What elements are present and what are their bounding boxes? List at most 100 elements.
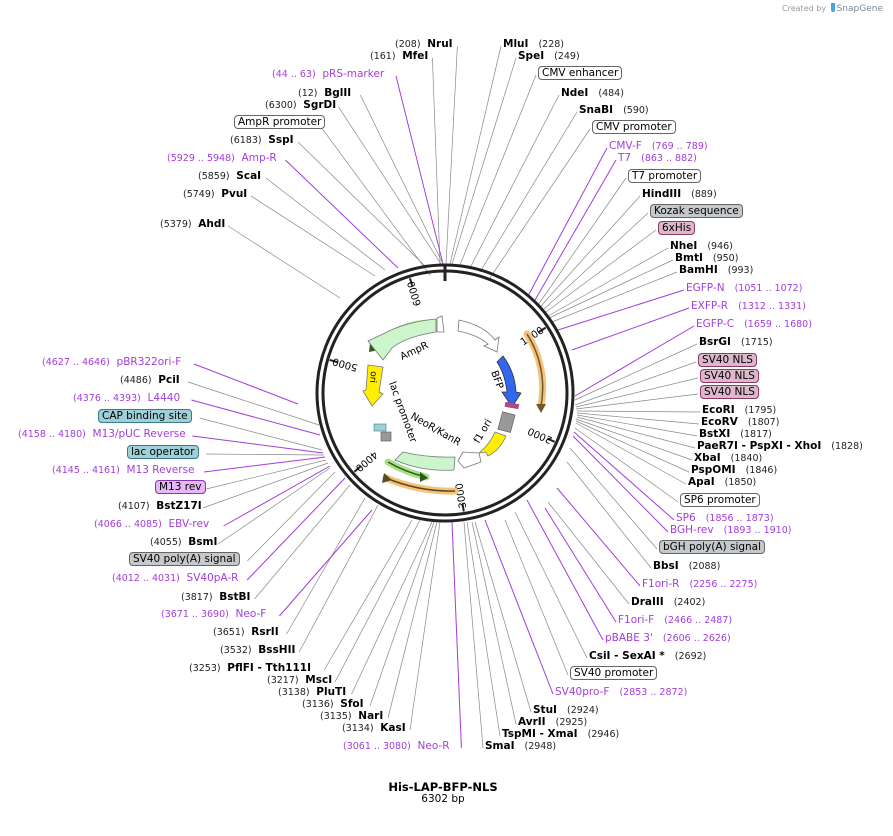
- enzyme-site-label[interactable]: (4107) BstZ17I: [118, 500, 202, 513]
- enzyme-site-label[interactable]: XbaI (1840): [694, 452, 762, 465]
- enzyme-site-label[interactable]: CsiI - SexAI * (2692): [589, 650, 706, 663]
- primer-label[interactable]: BGH-rev (1893 .. 1910): [670, 524, 791, 537]
- primer-label[interactable]: pBABE 3' (2606 .. 2626): [605, 632, 731, 645]
- label-position: (863 .. 882): [641, 153, 697, 164]
- feature-label[interactable]: SP6 promoter: [680, 493, 760, 507]
- primer-label[interactable]: SP6 (1856 .. 1873): [676, 512, 774, 525]
- feature-label[interactable]: SV40 poly(A) signal: [129, 552, 240, 566]
- enzyme-site-label[interactable]: EcoRV (1807): [701, 416, 779, 429]
- label-position: (3136): [302, 699, 334, 710]
- enzyme-site-label[interactable]: (3135) NarI: [320, 710, 383, 723]
- feature-label[interactable]: CAP binding site: [98, 409, 192, 423]
- primer-label[interactable]: CMV-F (769 .. 789): [609, 140, 708, 153]
- feature-label[interactable]: lac operator: [127, 445, 199, 459]
- primer-label[interactable]: EGFP-N (1051 .. 1072): [686, 282, 802, 295]
- label-position: (2853 .. 2872): [619, 687, 688, 698]
- enzyme-site-label[interactable]: DraIII (2402): [631, 596, 705, 609]
- enzyme-site-label[interactable]: BsrGI (1715): [699, 336, 773, 349]
- label-position: (1828): [831, 441, 863, 452]
- feature-label[interactable]: 6xHis: [658, 221, 696, 235]
- label-position: (208): [395, 39, 421, 50]
- primer-label[interactable]: F1ori-F (2466 .. 2487): [618, 614, 732, 627]
- tick-label: 6000: [406, 280, 424, 308]
- enzyme-site-label[interactable]: BmtI (950): [675, 252, 738, 265]
- enzyme-site-label[interactable]: BstXI (1817): [699, 428, 772, 441]
- feature-label[interactable]: T7 promoter: [628, 169, 702, 183]
- enzyme-site-label[interactable]: (3138) PluTI: [278, 686, 346, 699]
- enzyme-site-label[interactable]: (3253) PflFI - Tth111I: [189, 662, 311, 675]
- enzyme-site-label[interactable]: SnaBI (590): [579, 104, 649, 117]
- enzyme-site-label[interactable]: (6300) SgrDI: [265, 99, 336, 112]
- enzyme-site-label[interactable]: SmaI (2948): [485, 740, 556, 753]
- label-position: (4145 .. 4161): [52, 465, 120, 476]
- primer-label[interactable]: (4066 .. 4085) EBV-rev: [94, 518, 209, 531]
- backbone: [315, 263, 575, 523]
- label-name: ApaI: [688, 476, 715, 488]
- feature-label[interactable]: AmpR promoter: [234, 115, 326, 129]
- feature-label[interactable]: SV40 NLS: [700, 369, 759, 383]
- primer-label[interactable]: (3671 .. 3690) Neo-F: [161, 608, 266, 621]
- enzyme-site-label[interactable]: (4055) BsmI: [150, 536, 217, 549]
- enzyme-site-label[interactable]: (4486) PciI: [120, 374, 180, 387]
- enzyme-site-label[interactable]: ApaI (1850): [688, 476, 756, 489]
- enzyme-site-label[interactable]: (5749) PvuI: [183, 188, 247, 201]
- label-name: KasI: [380, 722, 406, 734]
- enzyme-site-label[interactable]: (3651) RsrII: [213, 626, 279, 639]
- credit-brand: SnapGene: [836, 4, 883, 14]
- primer-label[interactable]: (4012 .. 4031) SV40pA-R: [112, 572, 238, 585]
- enzyme-site-label[interactable]: (5379) AhdI: [160, 218, 225, 231]
- primer-label[interactable]: (4158 .. 4180) M13/pUC Reverse: [18, 428, 186, 441]
- enzyme-site-label[interactable]: BbsI (2088): [653, 560, 720, 573]
- enzyme-site-label[interactable]: (161) MfeI: [370, 50, 428, 63]
- enzyme-site-label[interactable]: (3136) SfoI: [302, 698, 364, 711]
- feature-label[interactable]: CMV enhancer: [538, 66, 623, 80]
- enzyme-site-label[interactable]: MluI (228): [503, 38, 564, 51]
- feature-label[interactable]: Kozak sequence: [650, 204, 743, 218]
- primer-label[interactable]: EXFP-R (1312 .. 1331): [691, 300, 806, 313]
- enzyme-site-label[interactable]: StuI (2924): [533, 704, 599, 717]
- enzyme-site-label[interactable]: AvrII (2925): [518, 716, 587, 729]
- enzyme-site-label[interactable]: (5859) ScaI: [198, 170, 261, 183]
- primer-label[interactable]: (4627 .. 4646) pBR322ori-F: [42, 356, 181, 369]
- enzyme-site-label[interactable]: (3217) MscI: [267, 674, 332, 687]
- enzyme-site-label[interactable]: PaeR7I - PspXI - XhoI (1828): [697, 440, 863, 453]
- enzyme-site-label[interactable]: SpeI (249): [518, 50, 580, 63]
- feature-label[interactable]: SV40 promoter: [570, 666, 658, 680]
- primer-label[interactable]: (3061 .. 3080) Neo-R: [343, 740, 450, 753]
- primer-label[interactable]: (4145 .. 4161) M13 Reverse: [52, 464, 195, 477]
- primer-label[interactable]: EGFP-C (1659 .. 1680): [696, 318, 812, 331]
- snapgene-credit: Created by SnapGene: [782, 3, 883, 14]
- enzyme-site-label[interactable]: NdeI (484): [561, 87, 624, 100]
- enzyme-site-label[interactable]: NheI (946): [670, 240, 733, 253]
- feature-label[interactable]: CMV promoter: [592, 120, 676, 134]
- primer-label[interactable]: SV40pro-F (2853 .. 2872): [555, 686, 687, 699]
- label-position: (1312 .. 1331): [738, 301, 806, 312]
- enzyme-site-label[interactable]: (3817) BstBI: [181, 591, 250, 604]
- feature-label[interactable]: SV40 NLS: [698, 353, 757, 367]
- enzyme-site-label[interactable]: (3532) BssHII: [220, 644, 295, 657]
- label-position: (5379): [160, 219, 192, 230]
- enzyme-site-label[interactable]: (208) NruI: [395, 38, 453, 51]
- feature-label[interactable]: bGH poly(A) signal: [659, 540, 766, 554]
- enzyme-site-label[interactable]: PspOMI (1846): [691, 464, 777, 477]
- feature-label[interactable]: M13 rev: [155, 480, 206, 494]
- enzyme-site-label[interactable]: EcoRI (1795): [702, 404, 776, 417]
- primer-label[interactable]: (4376 .. 4393) L4440: [73, 392, 180, 405]
- label-name: PciI: [158, 374, 180, 386]
- primer-label[interactable]: T7 (863 .. 882): [618, 152, 697, 165]
- enzyme-site-label[interactable]: HindIII (889): [642, 188, 717, 201]
- label-name: MfeI: [402, 50, 429, 62]
- enzyme-site-label[interactable]: (12) BglII: [298, 87, 351, 100]
- primer-label[interactable]: F1ori-R (2256 .. 2275): [642, 578, 757, 591]
- label-position: (249): [554, 51, 580, 62]
- feature-label[interactable]: SV40 NLS: [700, 385, 759, 399]
- enzyme-site-label[interactable]: (6183) SspI: [230, 134, 294, 147]
- primer-label[interactable]: (44 .. 63) pRS-marker: [272, 68, 384, 81]
- primer-label[interactable]: (5929 .. 5948) Amp-R: [167, 152, 277, 165]
- ori-label: ori: [367, 371, 378, 384]
- enzyme-site-label[interactable]: BamHI (993): [679, 264, 753, 277]
- enzyme-site-label[interactable]: (3134) KasI: [342, 722, 406, 735]
- label-position: (1807): [747, 417, 780, 428]
- enzyme-site-label[interactable]: TspMI - XmaI (2946): [502, 728, 619, 741]
- tick-label: 3000: [454, 482, 469, 509]
